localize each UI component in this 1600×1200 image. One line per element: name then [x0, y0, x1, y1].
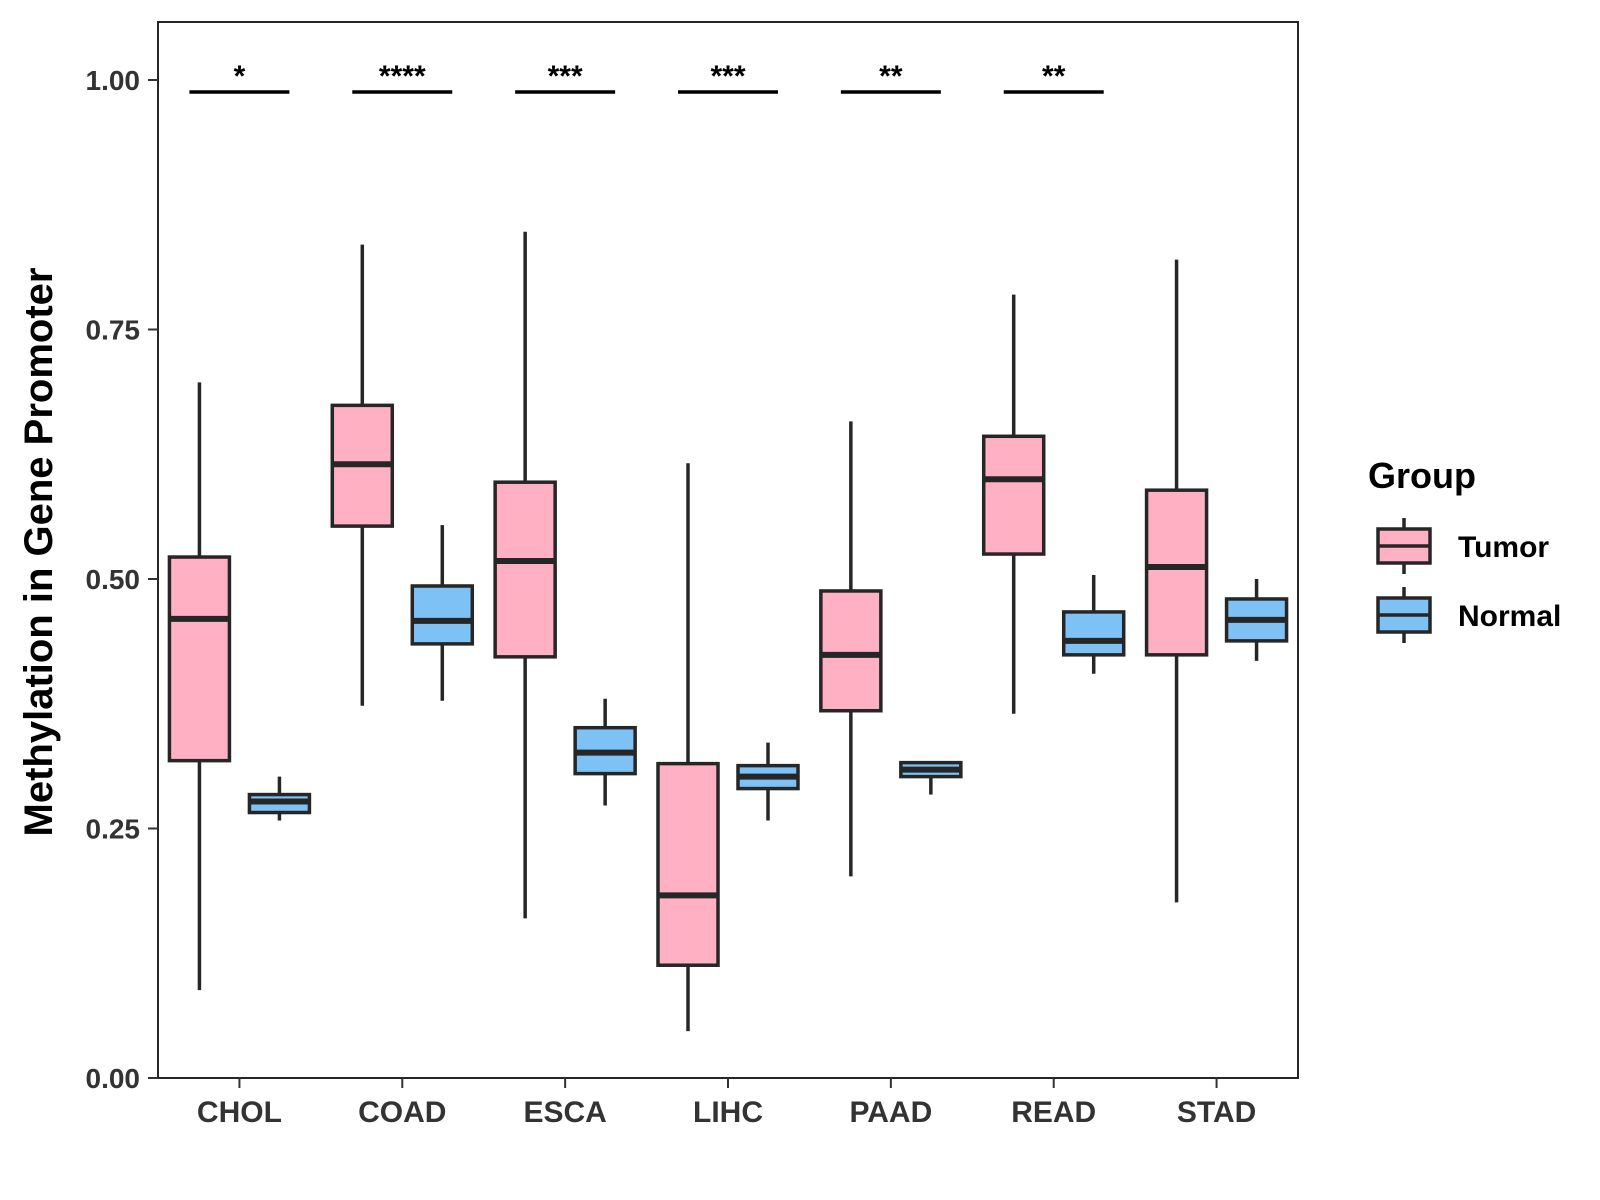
iqr-box [410, 584, 475, 646]
x-tick-label: ESCA [523, 1096, 606, 1129]
axes: 0.00 0.25 0.50 0.75 1.00 CHOL COAD ESCA LIHC PAAD… [86, 65, 1257, 1129]
box-tumor-lihc [656, 463, 720, 1032]
y-tick-label: 0.25 [86, 814, 141, 845]
legend-key-tumor [1376, 518, 1432, 574]
iqr-box [1144, 488, 1209, 657]
iqr-box [819, 589, 883, 713]
x-tick-label: READ [1011, 1096, 1096, 1129]
significance-label: *** [710, 60, 745, 93]
y-tick-label: 0.00 [86, 1063, 141, 1094]
x-tick-label: CHOL [197, 1096, 282, 1129]
significance-label: ** [1042, 60, 1066, 93]
y-tick-label: 0.75 [86, 315, 141, 346]
significance-label: ** [879, 60, 903, 93]
box-normal-esca [573, 698, 637, 806]
box-tumor-esca [493, 231, 557, 919]
significance-label: *** [548, 60, 583, 93]
iqr-box [656, 761, 720, 967]
y-tick-label: 0.50 [86, 564, 141, 595]
legend: Group Tumor Normal [1368, 455, 1561, 643]
legend-label-normal: Normal [1458, 600, 1561, 633]
x-tick-label: STAD [1177, 1096, 1256, 1129]
box-normal-stad [1224, 579, 1289, 661]
iqr-box [981, 434, 1046, 556]
iqr-box [167, 555, 232, 763]
significance-label: * [234, 60, 246, 93]
y-axis-title: Methylation in Gene Promoter [17, 268, 61, 837]
x-tick-label: PAAD [849, 1096, 932, 1129]
box-tumor-chol [167, 382, 232, 991]
box-normal-chol [247, 776, 312, 821]
iqr-box [493, 480, 557, 659]
plot-area: * **** *** *** ** ** [157, 21, 1299, 1079]
box-tumor-stad [1144, 259, 1209, 903]
significance-label: **** [379, 60, 426, 93]
legend-title: Group [1368, 455, 1476, 496]
box-tumor-paad [819, 421, 883, 877]
y-tick-label: 1.00 [86, 65, 141, 96]
iqr-box [1061, 610, 1126, 657]
x-tick-label: LIHC [693, 1096, 763, 1129]
box-normal-lihc [736, 742, 800, 821]
box-normal-coad [410, 525, 475, 701]
legend-label-tumor: Tumor [1458, 531, 1549, 564]
legend-key-normal [1376, 587, 1432, 643]
x-tick-label: COAD [358, 1096, 446, 1129]
box-tumor-read [981, 294, 1046, 714]
box-tumor-coad [330, 244, 395, 706]
box-normal-paad [899, 760, 963, 795]
box-normal-read [1061, 575, 1126, 674]
